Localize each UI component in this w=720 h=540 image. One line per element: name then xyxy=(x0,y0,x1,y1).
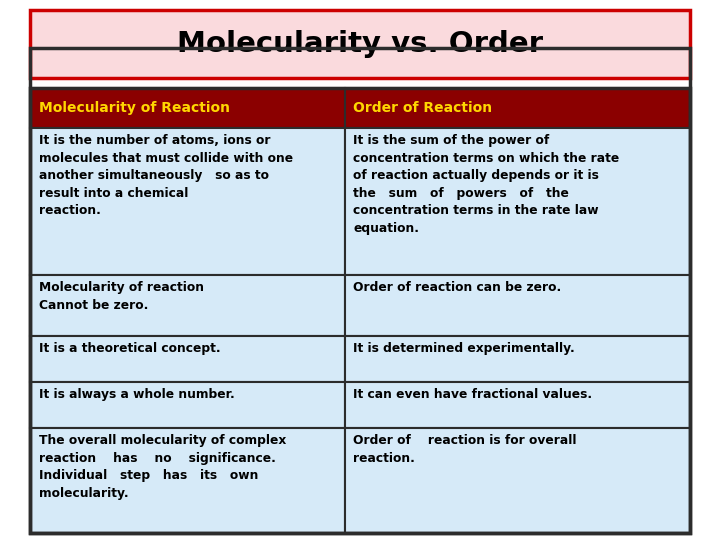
Text: It is the sum of the power of
concentration terms on which the rate
of reaction : It is the sum of the power of concentrat… xyxy=(354,134,620,235)
Bar xyxy=(30,128,345,275)
Bar xyxy=(30,10,690,78)
Bar xyxy=(30,336,345,382)
Text: It is always a whole number.: It is always a whole number. xyxy=(39,388,235,401)
Text: Molecularity of Reaction: Molecularity of Reaction xyxy=(39,101,230,115)
Text: It can even have fractional values.: It can even have fractional values. xyxy=(354,388,593,401)
Bar xyxy=(30,48,690,533)
Text: It is a theoretical concept.: It is a theoretical concept. xyxy=(39,342,220,355)
Bar xyxy=(345,88,690,128)
Text: It is determined experimentally.: It is determined experimentally. xyxy=(354,342,575,355)
Text: Molecularity of reaction
Cannot be zero.: Molecularity of reaction Cannot be zero. xyxy=(39,281,204,312)
Bar xyxy=(30,88,345,128)
Text: It is the number of atoms, ions or
molecules that must collide with one
another : It is the number of atoms, ions or molec… xyxy=(39,134,293,218)
Text: Order of Reaction: Order of Reaction xyxy=(354,101,492,115)
Bar xyxy=(30,275,345,336)
Bar xyxy=(345,382,690,428)
Text: Order of reaction can be zero.: Order of reaction can be zero. xyxy=(354,281,562,294)
Bar xyxy=(345,428,690,533)
Text: The overall molecularity of complex
reaction    has    no    significance.
Indiv: The overall molecularity of complex reac… xyxy=(39,434,286,500)
Text: Order of    reaction is for overall
reaction.: Order of reaction is for overall reactio… xyxy=(354,434,577,464)
Bar xyxy=(345,128,690,275)
Bar xyxy=(30,382,345,428)
Bar xyxy=(345,336,690,382)
Bar xyxy=(30,88,690,533)
Bar xyxy=(345,275,690,336)
Bar xyxy=(30,428,345,533)
Text: Molecularity vs. Order: Molecularity vs. Order xyxy=(177,30,543,58)
